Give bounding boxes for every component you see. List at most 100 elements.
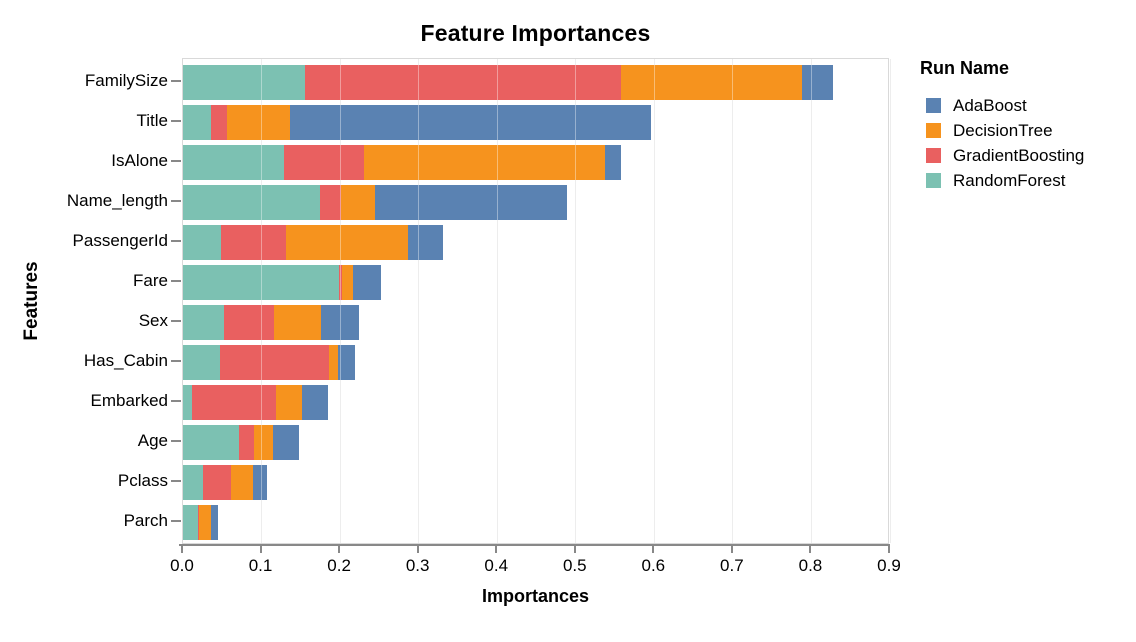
- legend-swatch-icon: [926, 98, 941, 113]
- bar-segment-decisiontree[interactable]: [340, 185, 376, 220]
- x-axis-line: [179, 544, 890, 546]
- bar-segment-adaboost[interactable]: [353, 265, 381, 300]
- bar-segment-randomforest[interactable]: [183, 385, 192, 420]
- bar-segment-randomforest[interactable]: [183, 225, 222, 260]
- legend-label: RandomForest: [953, 171, 1066, 190]
- x-tick: [181, 546, 183, 553]
- y-tick-label-isalone: IsAlone: [111, 151, 168, 171]
- gridline: [810, 59, 812, 543]
- y-tick-label-pclass: Pclass: [117, 471, 168, 491]
- bar-segment-adaboost[interactable]: [211, 505, 219, 540]
- bar-row-Parch: [183, 505, 888, 540]
- bar-segment-gradientboosting[interactable]: [219, 345, 330, 380]
- bar-segment-gradientboosting[interactable]: [339, 265, 342, 300]
- x-tick: [338, 546, 341, 553]
- legend-item-adaboost[interactable]: AdaBoost: [920, 93, 1084, 118]
- bar-segment-decisiontree[interactable]: [230, 465, 253, 500]
- bar-segment-gradientboosting[interactable]: [283, 145, 365, 180]
- gridline-overlay: [261, 59, 263, 543]
- bar-segment-adaboost[interactable]: [272, 425, 300, 460]
- bar-segment-gradientboosting[interactable]: [223, 305, 275, 340]
- bar-segment-adaboost[interactable]: [321, 305, 359, 340]
- gridline-overlay: [575, 59, 577, 543]
- x-tick: [416, 546, 419, 553]
- bar-segment-adaboost[interactable]: [604, 145, 622, 180]
- bar-segment-adaboost[interactable]: [337, 345, 356, 380]
- x-tick-label-0.3: 0.3: [405, 556, 430, 575]
- y-tick-label-embarked: Embarked: [90, 391, 168, 411]
- bar-segment-decisiontree[interactable]: [364, 145, 605, 180]
- bar-segment-decisiontree[interactable]: [620, 65, 802, 100]
- bar-segment-decisiontree[interactable]: [341, 265, 354, 300]
- legend-label: DecisionTree: [953, 121, 1053, 140]
- bar-segment-decisiontree[interactable]: [254, 425, 273, 460]
- bar-row-Has_Cabin: [183, 345, 888, 380]
- bar-segment-decisiontree[interactable]: [199, 505, 212, 540]
- bar-segment-randomforest[interactable]: [183, 105, 212, 140]
- x-tick-label-0.2: 0.2: [327, 556, 351, 575]
- gridline-overlay: [889, 59, 891, 543]
- bar-segment-randomforest[interactable]: [183, 505, 198, 540]
- x-tick-label-0.1: 0.1: [248, 556, 273, 575]
- gridline: [732, 59, 734, 543]
- bar-segment-randomforest[interactable]: [183, 185, 321, 220]
- y-tick-label-sex: Sex: [138, 311, 168, 331]
- legend-item-gradientboosting[interactable]: GradientBoosting: [920, 143, 1084, 168]
- bar-segment-randomforest[interactable]: [183, 465, 204, 500]
- bar-segment-gradientboosting[interactable]: [221, 225, 286, 260]
- bar-segment-gradientboosting[interactable]: [238, 425, 255, 460]
- bar-segment-gradientboosting[interactable]: [320, 185, 341, 220]
- x-axis-title: Importances: [481, 586, 590, 606]
- bar-segment-decisiontree[interactable]: [285, 225, 408, 260]
- gridline: [339, 59, 341, 543]
- legend-item-decisiontree[interactable]: DecisionTree: [920, 118, 1084, 143]
- bar-segment-adaboost[interactable]: [301, 385, 328, 420]
- legend-swatch-icon: [926, 148, 941, 163]
- gridline-overlay: [732, 59, 734, 543]
- bar-segment-gradientboosting[interactable]: [197, 505, 200, 540]
- bar-segment-adaboost[interactable]: [407, 225, 443, 260]
- y-tick: [171, 480, 181, 483]
- gridline: [261, 59, 263, 543]
- bar-row-Name_length: [183, 185, 888, 220]
- x-tick: [809, 546, 812, 553]
- legend: Run Name AdaBoost DecisionTree GradientBoo…: [920, 58, 1084, 193]
- bar-row-Pclass: [183, 465, 888, 500]
- bar-segment-gradientboosting[interactable]: [304, 65, 621, 100]
- bar-segment-adaboost[interactable]: [252, 465, 268, 500]
- bar-segment-decisiontree[interactable]: [274, 305, 322, 340]
- bar-segment-adaboost[interactable]: [375, 185, 568, 220]
- gridline-overlay: [418, 59, 420, 543]
- bar-segment-decisiontree[interactable]: [329, 345, 338, 380]
- bar-row-PassengerId: [183, 225, 888, 260]
- y-tick-label-has_cabin: Has_Cabin: [83, 351, 168, 371]
- bar-segment-gradientboosting[interactable]: [203, 465, 231, 500]
- bar-segment-adaboost[interactable]: [802, 65, 834, 100]
- bar-segment-randomforest[interactable]: [183, 425, 239, 460]
- y-tick: [171, 520, 181, 523]
- x-tick-label-0.4: 0.4: [484, 556, 509, 575]
- bar-segment-gradientboosting[interactable]: [211, 105, 227, 140]
- bar-segment-randomforest[interactable]: [183, 305, 224, 340]
- y-tick-label-passengerid: PassengerId: [72, 231, 168, 251]
- bar-segment-adaboost[interactable]: [289, 105, 652, 140]
- x-tick-label-0.8: 0.8: [798, 556, 823, 575]
- y-tick: [171, 240, 181, 243]
- x-tick-label-0.7: 0.7: [720, 556, 744, 575]
- gridline-overlay: [339, 59, 341, 543]
- legend-item-randomforest[interactable]: RandomForest: [920, 168, 1084, 193]
- bar-segment-decisiontree[interactable]: [275, 385, 302, 420]
- bar-segment-decisiontree[interactable]: [226, 105, 290, 140]
- y-tick-label-parch: Parch: [123, 511, 168, 531]
- bar-segment-randomforest[interactable]: [183, 265, 340, 300]
- bar-row-Embarked: [183, 385, 888, 420]
- bar-segment-randomforest[interactable]: [183, 345, 220, 380]
- y-tick: [171, 400, 181, 403]
- gridline: [418, 59, 420, 543]
- bar-segment-gradientboosting[interactable]: [191, 385, 276, 420]
- legend-swatch-icon: [926, 123, 941, 138]
- legend-label: GradientBoosting: [953, 146, 1085, 165]
- bar-segment-randomforest[interactable]: [183, 145, 284, 180]
- bar-segment-randomforest[interactable]: [183, 65, 305, 100]
- chart-title: Feature Importances: [420, 20, 651, 46]
